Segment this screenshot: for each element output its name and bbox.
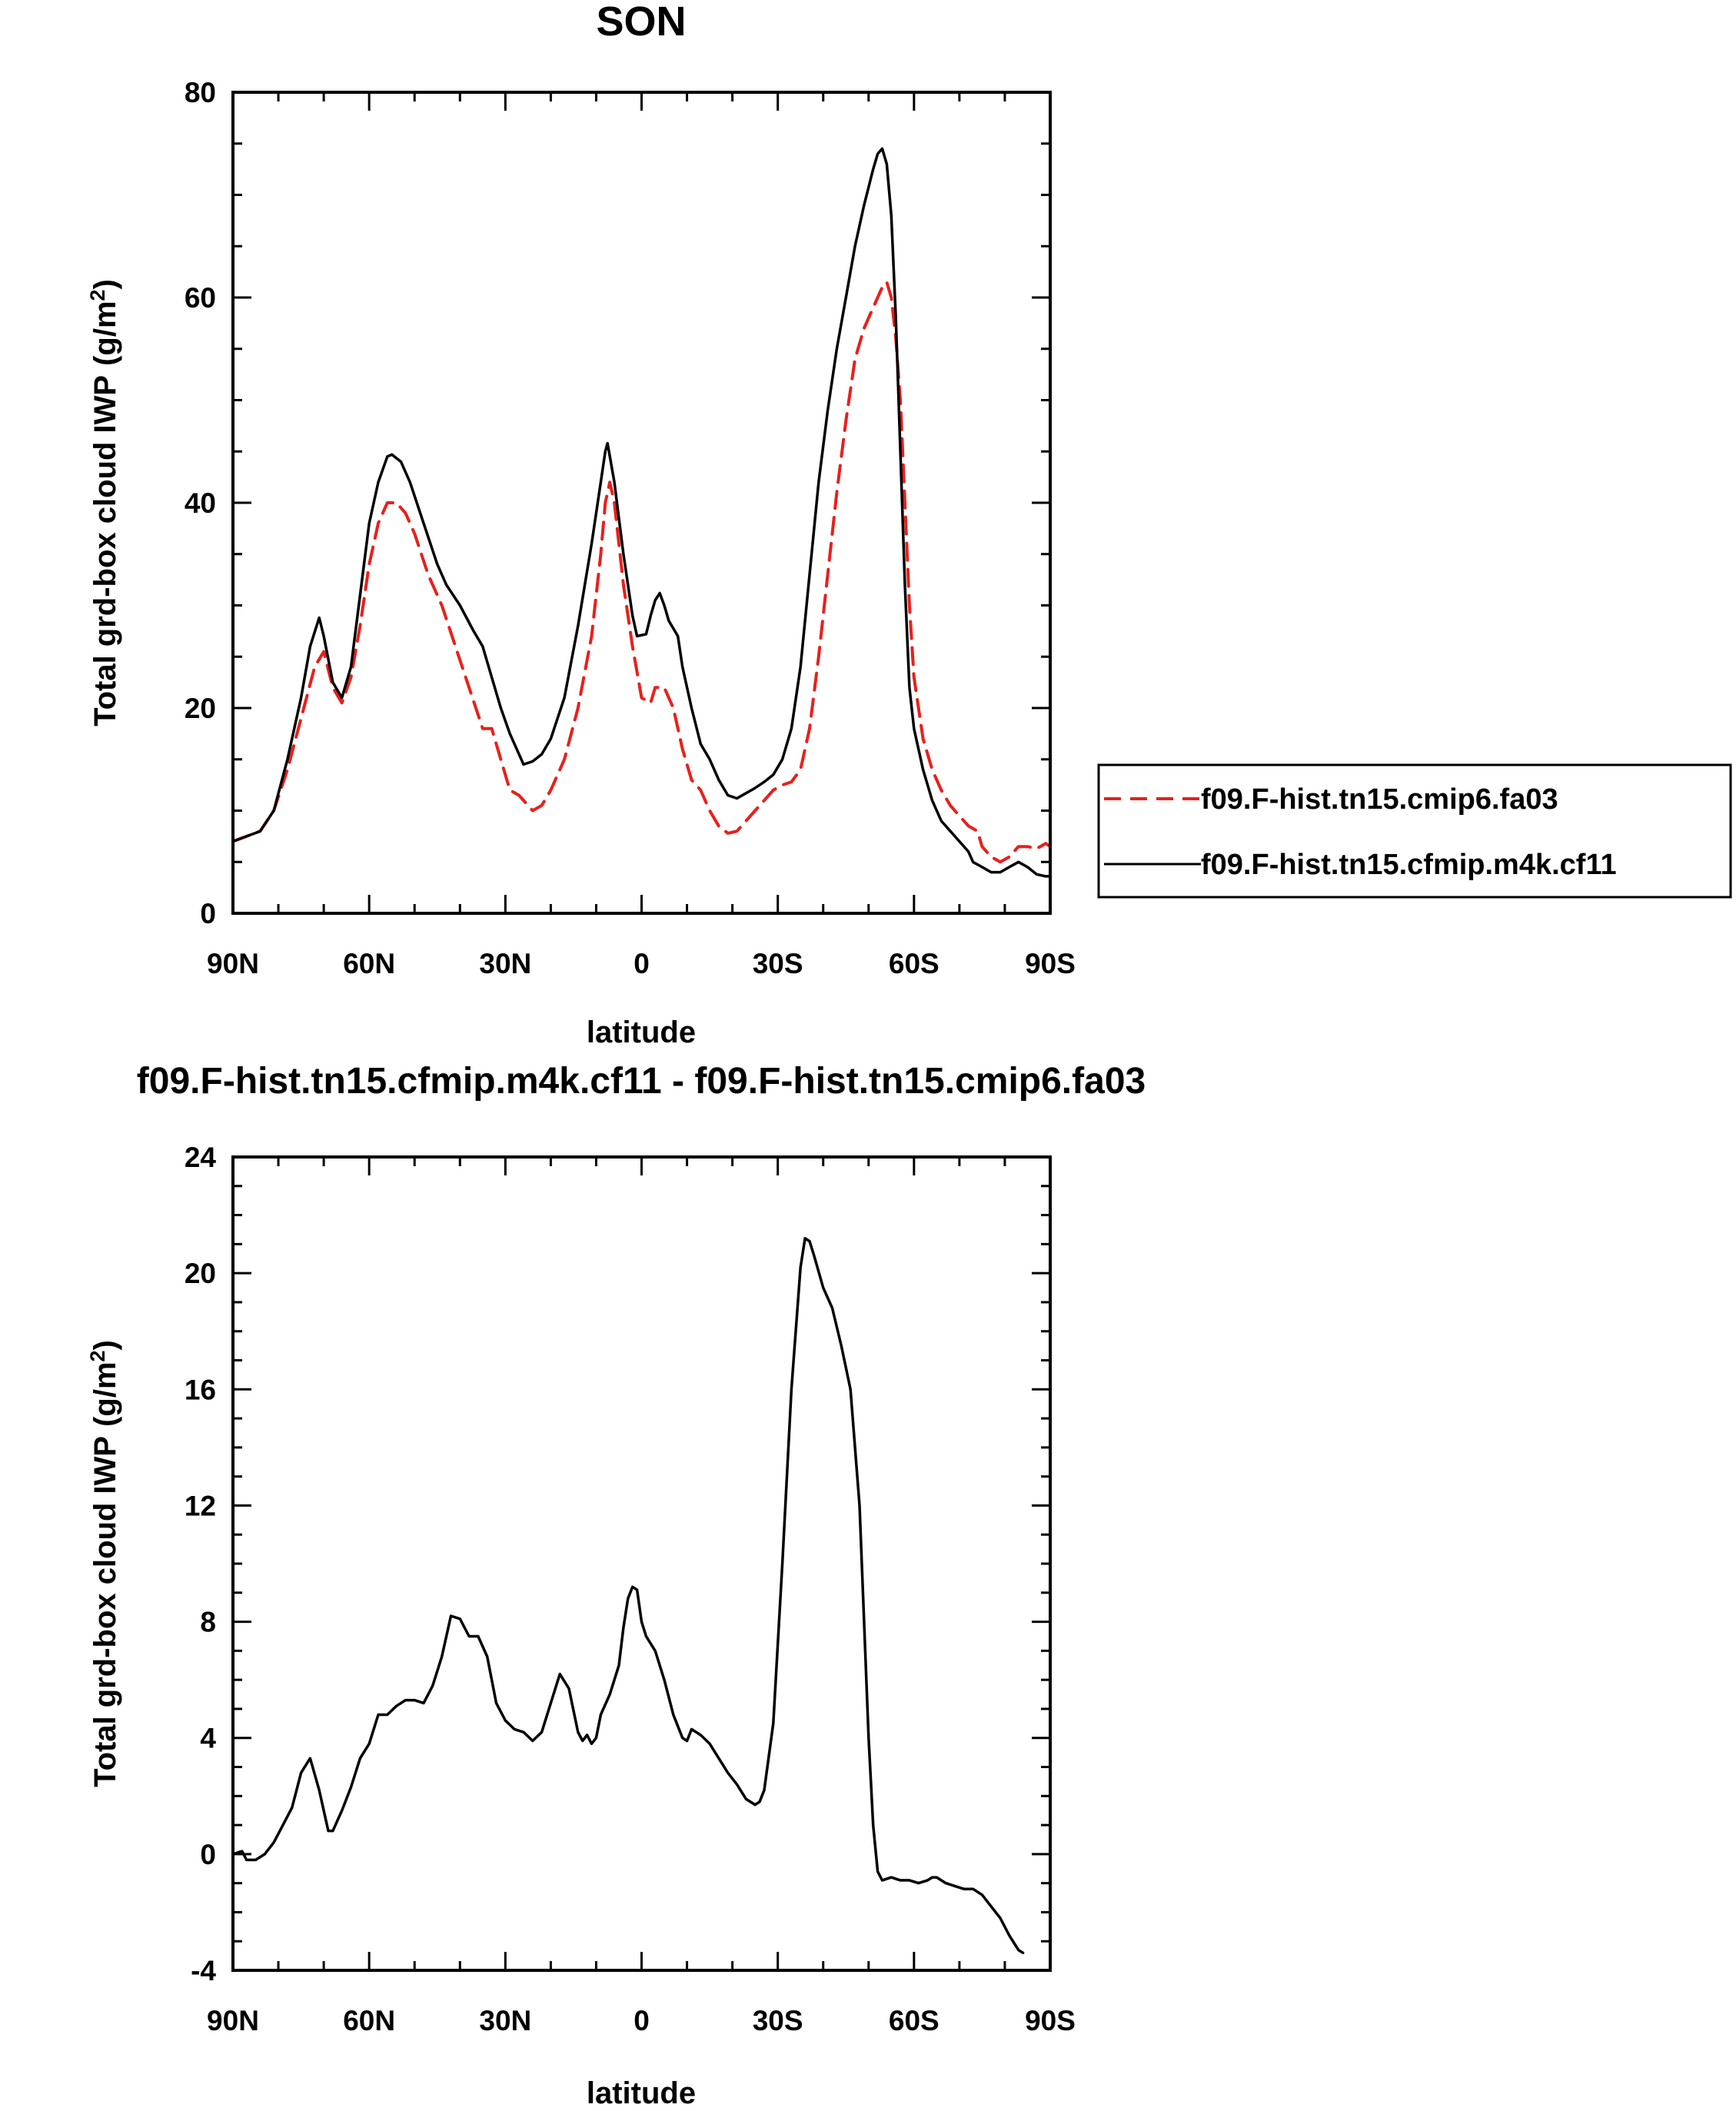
series-line-2 [231, 147, 1052, 878]
y-tick-label: 80 [185, 77, 216, 108]
x-tick-label: 90N [207, 948, 259, 979]
x-tick-label: 30S [753, 2005, 803, 2036]
y-tick-label: -4 [191, 1955, 216, 1986]
y-axis-label-text: Total grd-box cloud IWP [88, 375, 122, 726]
x-axis-label: latitude [587, 1016, 696, 1049]
legend-label-cmip6: f09.F-hist.tn15.cmip6.fa03 [1201, 783, 1558, 816]
x-tick-label: 90N [207, 2005, 259, 2036]
x-tick-label: 30N [479, 2005, 531, 2036]
y-axis-units-close: ) [88, 279, 122, 289]
y-tick-label: 0 [200, 898, 216, 929]
top-chart: SON 90N 60N 30N 0 30S 60S 90S 0 20 40 60 80 latitu… [86, 0, 1732, 1049]
y-axis-units: (g/m [88, 301, 122, 365]
y-axis-label: Total grd-box cloud IWP (g/m2) [86, 279, 122, 726]
x-tick-label: 30S [753, 948, 803, 979]
legend-box [1097, 763, 1732, 899]
x-tick-label: 60S [889, 948, 940, 979]
y-tick-label: 8 [200, 1607, 216, 1638]
chart-title: SON [596, 0, 686, 45]
x-tick-label: 30N [479, 948, 531, 979]
y-tick-label: 60 [185, 282, 216, 314]
bottom-chart: f09.F-hist.tn15.cfmip.m4k.cf11 - f09.F-h… [86, 1061, 1146, 2110]
plot-frame [231, 1155, 1052, 1972]
y-tick-label: 12 [185, 1490, 216, 1521]
x-tick-label: 60S [889, 2005, 940, 2036]
y-axis-units-sup: 2 [86, 1350, 109, 1361]
y-axis-label-text: Total grd-box cloud IWP [88, 1436, 122, 1787]
y-axis-units-close: ) [88, 1340, 122, 1350]
y-tick-label: 20 [185, 1258, 216, 1289]
y-tick-label: 20 [185, 693, 216, 724]
x-tick-label: 60N [343, 2005, 395, 2036]
x-tick-label: 60N [343, 948, 395, 979]
y-tick-label: 4 [200, 1723, 216, 1754]
x-tick-label: 90S [1025, 948, 1076, 979]
series-line-1 [231, 1237, 1025, 1955]
y-tick-label: 40 [185, 487, 216, 519]
x-tick-label: 0 [634, 948, 650, 979]
series-line-1 [231, 281, 1052, 864]
y-tick-label: 16 [185, 1374, 216, 1405]
x-tick-label: 90S [1025, 2005, 1076, 2036]
y-tick-label: 24 [185, 1142, 217, 1173]
y-axis-units-sup: 2 [86, 289, 109, 301]
x-tick-label: 0 [634, 2005, 650, 2036]
y-tick-label: 0 [200, 1839, 216, 1870]
x-axis-label: latitude [587, 2076, 696, 2110]
legend: f09.F-hist.tn15.cmip6.fa03 f09.F-hist.tn… [1097, 763, 1732, 899]
plot-frame [231, 91, 1052, 915]
y-axis-label: Total grd-box cloud IWP (g/m2) [86, 1340, 122, 1787]
y-axis-units: (g/m [88, 1361, 122, 1426]
legend-label-m4k: f09.F-hist.tn15.cfmip.m4k.cf11 [1201, 849, 1617, 881]
difference-chart-title: f09.F-hist.tn15.cfmip.m4k.cf11 - f09.F-h… [137, 1061, 1146, 1102]
